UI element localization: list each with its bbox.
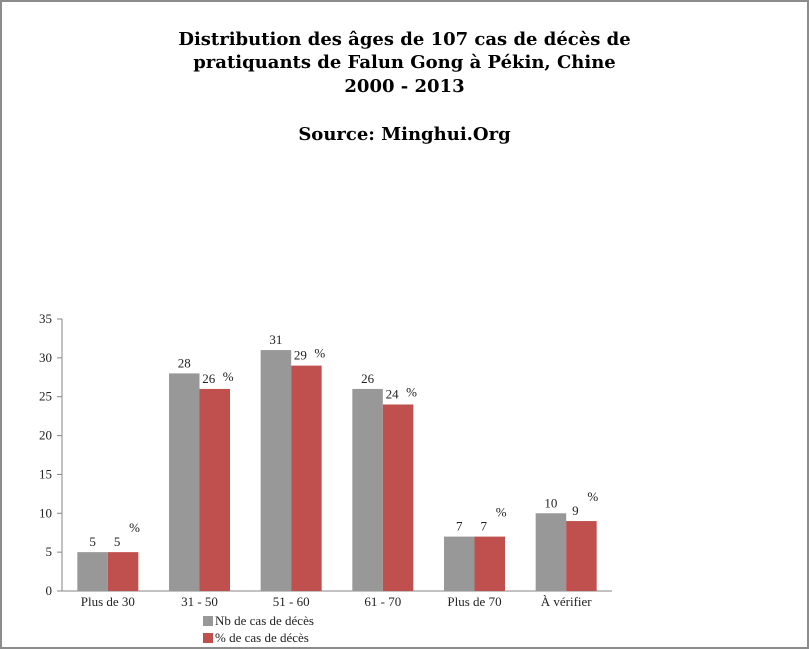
data-label: 26: [202, 371, 216, 386]
y-tick-label: 10: [39, 505, 52, 520]
y-tick-label: 0: [46, 583, 53, 598]
data-label: 26: [361, 371, 375, 386]
legend-swatch-red: [203, 632, 213, 643]
x-tick-label: 31 - 50: [181, 594, 218, 609]
x-tick-label: Plus de 70: [447, 594, 501, 609]
bar-count: [535, 513, 567, 591]
bar-percent: [566, 521, 597, 591]
y-tick-label: 35: [39, 311, 52, 326]
legend-item-count: Nb de cas de décès: [203, 613, 314, 628]
y-tick-label: 30: [39, 350, 52, 365]
data-label: 28: [178, 355, 191, 370]
legend-swatch-gray: [203, 615, 213, 626]
bar-count: [169, 373, 200, 591]
bar-percent: [199, 388, 230, 591]
data-label: 31: [269, 332, 282, 347]
x-tick-label: Plus de 30: [81, 594, 135, 609]
data-label: 10: [544, 495, 557, 510]
y-tick-label: 25: [39, 389, 52, 404]
y-tick-label: 15: [39, 466, 52, 481]
bar-percent: [474, 536, 505, 591]
chart-title-line-1: Distribution des âges de 107 cas de décè…: [178, 29, 631, 50]
bar-percent: [107, 552, 139, 591]
bar-count: [352, 388, 383, 591]
legend-label-percent: % de cas de décès: [215, 630, 309, 645]
percent-sign-label: %: [496, 505, 507, 520]
chart-title-line-2: pratiquants de Falun Gong à Pékin, Chine: [193, 52, 616, 73]
y-tick-label: 5: [46, 544, 53, 559]
bar-count: [77, 552, 108, 591]
chart-title-line-3: 2000 - 2013: [344, 76, 465, 97]
data-label: 5: [89, 534, 96, 549]
percent-sign-label: %: [406, 384, 417, 399]
bar-count: [444, 536, 475, 591]
percent-sign-label: %: [223, 369, 234, 384]
percent-sign-label: %: [129, 520, 140, 535]
x-tick-label: À vérifier: [541, 594, 593, 609]
data-label: 9: [572, 503, 579, 518]
legend-item-percent: % de cas de décès: [203, 630, 309, 645]
data-label: 24: [386, 386, 400, 401]
chart-subtitle: Source: Minghui.Org: [298, 124, 511, 145]
bar-percent: [291, 365, 322, 591]
y-tick-label: 20: [39, 428, 52, 443]
data-label: 7: [481, 519, 488, 534]
data-label: 29: [294, 348, 307, 363]
bar-count: [260, 350, 292, 591]
x-tick-label: 51 - 60: [273, 594, 310, 609]
bar-percent: [382, 404, 414, 591]
x-tick-label: 61 - 70: [364, 594, 401, 609]
data-label: 7: [456, 519, 463, 534]
percent-sign-label: %: [587, 489, 598, 504]
data-label: 5: [114, 534, 121, 549]
percent-sign-label: %: [314, 346, 325, 361]
legend-label-count: Nb de cas de décès: [215, 613, 314, 628]
